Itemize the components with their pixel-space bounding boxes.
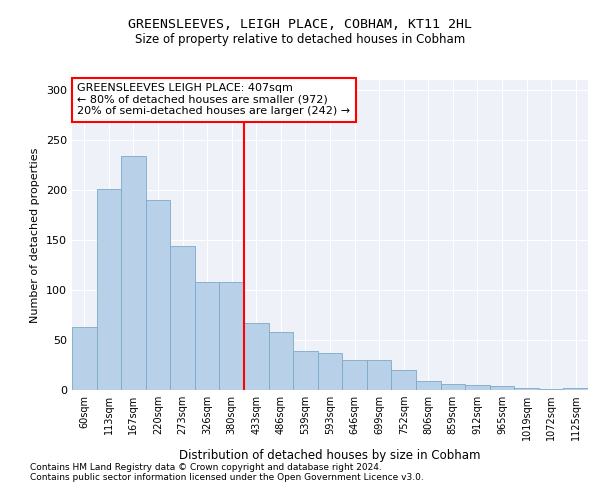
Bar [490,386,514,390]
Bar [293,351,318,390]
Text: Contains public sector information licensed under the Open Government Licence v3: Contains public sector information licen… [30,474,424,482]
Bar [97,189,121,390]
Bar [170,246,195,390]
Bar [220,282,244,390]
Text: GREENSLEEVES LEIGH PLACE: 407sqm
← 80% of detached houses are smaller (972)
20% : GREENSLEEVES LEIGH PLACE: 407sqm ← 80% o… [77,83,350,116]
Bar [440,384,465,390]
Bar [318,353,342,390]
Bar [539,389,563,390]
Text: Size of property relative to detached houses in Cobham: Size of property relative to detached ho… [135,32,465,46]
Bar [391,370,416,390]
Bar [146,200,170,390]
Y-axis label: Number of detached properties: Number of detached properties [31,148,40,322]
Bar [367,360,391,390]
Bar [121,156,146,390]
Text: GREENSLEEVES, LEIGH PLACE, COBHAM, KT11 2HL: GREENSLEEVES, LEIGH PLACE, COBHAM, KT11 … [128,18,472,30]
Bar [342,360,367,390]
Bar [195,282,220,390]
Bar [514,388,539,390]
Bar [563,388,588,390]
Bar [269,332,293,390]
Bar [72,327,97,390]
Bar [416,381,440,390]
Bar [244,323,269,390]
X-axis label: Distribution of detached houses by size in Cobham: Distribution of detached houses by size … [179,448,481,462]
Bar [465,385,490,390]
Text: Contains HM Land Registry data © Crown copyright and database right 2024.: Contains HM Land Registry data © Crown c… [30,464,382,472]
